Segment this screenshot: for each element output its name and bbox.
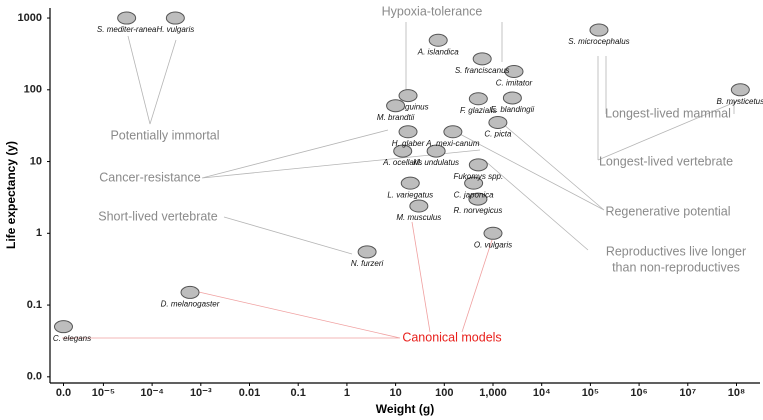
species-label: E. blandingii bbox=[491, 105, 535, 114]
y-tick-label: 1 bbox=[36, 227, 42, 239]
annotation: Reproductives live longer bbox=[606, 244, 746, 258]
y-tick-label: 100 bbox=[24, 84, 42, 96]
organism-marker bbox=[180, 285, 200, 299]
x-tick-label: 1,000 bbox=[479, 387, 507, 399]
species-label: P. anguinus bbox=[387, 103, 428, 112]
organism-marker bbox=[468, 158, 488, 172]
connector bbox=[127, 35, 177, 125]
organism-marker bbox=[468, 92, 488, 106]
organism-marker bbox=[53, 320, 73, 334]
organism-marker bbox=[393, 144, 413, 158]
species-label: C. elegans bbox=[53, 334, 91, 343]
annotation: Longest-lived vertebrate bbox=[599, 154, 733, 168]
connector bbox=[483, 159, 589, 251]
organism-marker bbox=[398, 125, 418, 139]
organism-marker bbox=[464, 176, 484, 190]
x-tick-label: 10⁶ bbox=[630, 387, 647, 399]
annotation: Cancer-resistance bbox=[99, 170, 200, 184]
species-label: C. japonica bbox=[454, 190, 495, 199]
species-label: N. furzeri bbox=[351, 259, 384, 268]
organism-marker bbox=[398, 89, 418, 103]
species-label: O. vulgaris bbox=[474, 240, 512, 249]
species-label: R. norvegicus bbox=[453, 206, 502, 215]
annotation: Potentially immortal bbox=[110, 128, 219, 142]
connectors bbox=[62, 22, 741, 339]
y-tick-label: 0.1 bbox=[27, 299, 42, 311]
organism-marker bbox=[409, 199, 429, 213]
species-label: M. undulatus bbox=[413, 158, 459, 167]
connector bbox=[405, 22, 503, 92]
species-label: S. franciscanus bbox=[455, 66, 510, 75]
y-tick-label: 0.0 bbox=[27, 371, 42, 383]
species-label: M. musculus bbox=[396, 213, 441, 222]
species-label: D. melanogaster bbox=[161, 300, 220, 309]
organism-marker bbox=[504, 64, 524, 78]
species-label: Fukomys spp. bbox=[453, 172, 503, 181]
x-tick-label: 100 bbox=[435, 387, 453, 399]
connector bbox=[62, 221, 493, 339]
x-tick-label: 1 bbox=[344, 387, 350, 399]
annotation: Longest-lived mammal bbox=[605, 106, 731, 120]
organism-marker bbox=[468, 192, 488, 206]
x-tick-label: 10⁻⁴ bbox=[140, 387, 163, 399]
y-axis-title: Life expectancy (y) bbox=[4, 141, 18, 249]
organism-marker bbox=[443, 125, 463, 139]
x-tick-label: 10⁻³ bbox=[190, 387, 212, 399]
x-tick-label: 10⁵ bbox=[582, 387, 599, 399]
x-tick-label: 10 bbox=[389, 387, 401, 399]
species-label: H. glaber bbox=[392, 139, 425, 148]
connector bbox=[455, 117, 605, 211]
annotation: than non-reproductives bbox=[612, 260, 740, 274]
x-tick-label: 10⁻⁵ bbox=[92, 387, 115, 399]
species-label: B. mysticetus bbox=[717, 97, 763, 106]
species-label: A. mexi-canum bbox=[425, 139, 480, 148]
x-tick-label: 10⁸ bbox=[728, 387, 745, 399]
organism-marker bbox=[426, 144, 446, 158]
y-tick-label: 1000 bbox=[18, 12, 42, 24]
species-label: C. picta bbox=[484, 130, 512, 139]
organism-marker bbox=[502, 91, 522, 105]
organism-marker bbox=[589, 23, 609, 37]
x-tick-label: 0.0 bbox=[56, 387, 71, 399]
connector bbox=[605, 56, 735, 114]
x-tick-label: 10⁷ bbox=[679, 387, 696, 399]
species-label: C. imitator bbox=[496, 79, 533, 88]
species-label: A. islandica bbox=[417, 47, 459, 56]
organism-marker bbox=[357, 245, 377, 259]
species-label: M. brandtii bbox=[377, 113, 415, 122]
organism-marker bbox=[400, 176, 420, 190]
organism-marker bbox=[428, 33, 448, 47]
species-label: S. mediter-ranea bbox=[97, 25, 157, 34]
annotation: Regenerative potential bbox=[605, 204, 730, 218]
organism-marker bbox=[386, 99, 406, 113]
organism-marker bbox=[488, 116, 508, 130]
connector bbox=[597, 56, 741, 161]
x-tick-label: 0.01 bbox=[239, 387, 260, 399]
annotation: Canonical models bbox=[402, 330, 501, 344]
species-label: L. variegatus bbox=[387, 190, 433, 199]
x-axis-title: Weight (g) bbox=[376, 402, 434, 416]
x-tick-label: 0.1 bbox=[291, 387, 306, 399]
species-label: A. ocellaris bbox=[382, 158, 422, 167]
organism-marker bbox=[117, 11, 137, 25]
organism-marker bbox=[165, 11, 185, 25]
organism-marker bbox=[472, 52, 492, 66]
annotation: Short-lived vertebrate bbox=[98, 209, 218, 223]
x-tick-label: 10⁴ bbox=[533, 387, 551, 399]
annotation: Hypoxia-tolerance bbox=[382, 4, 483, 18]
organism-marker bbox=[483, 226, 503, 240]
organism-marker bbox=[730, 83, 750, 97]
connector bbox=[223, 216, 353, 255]
species-label: S. microcephalus bbox=[568, 37, 629, 46]
species-label: F. glazialis bbox=[460, 106, 497, 115]
y-tick-label: 10 bbox=[30, 155, 42, 167]
species-label: H. vulgaris bbox=[156, 25, 194, 34]
